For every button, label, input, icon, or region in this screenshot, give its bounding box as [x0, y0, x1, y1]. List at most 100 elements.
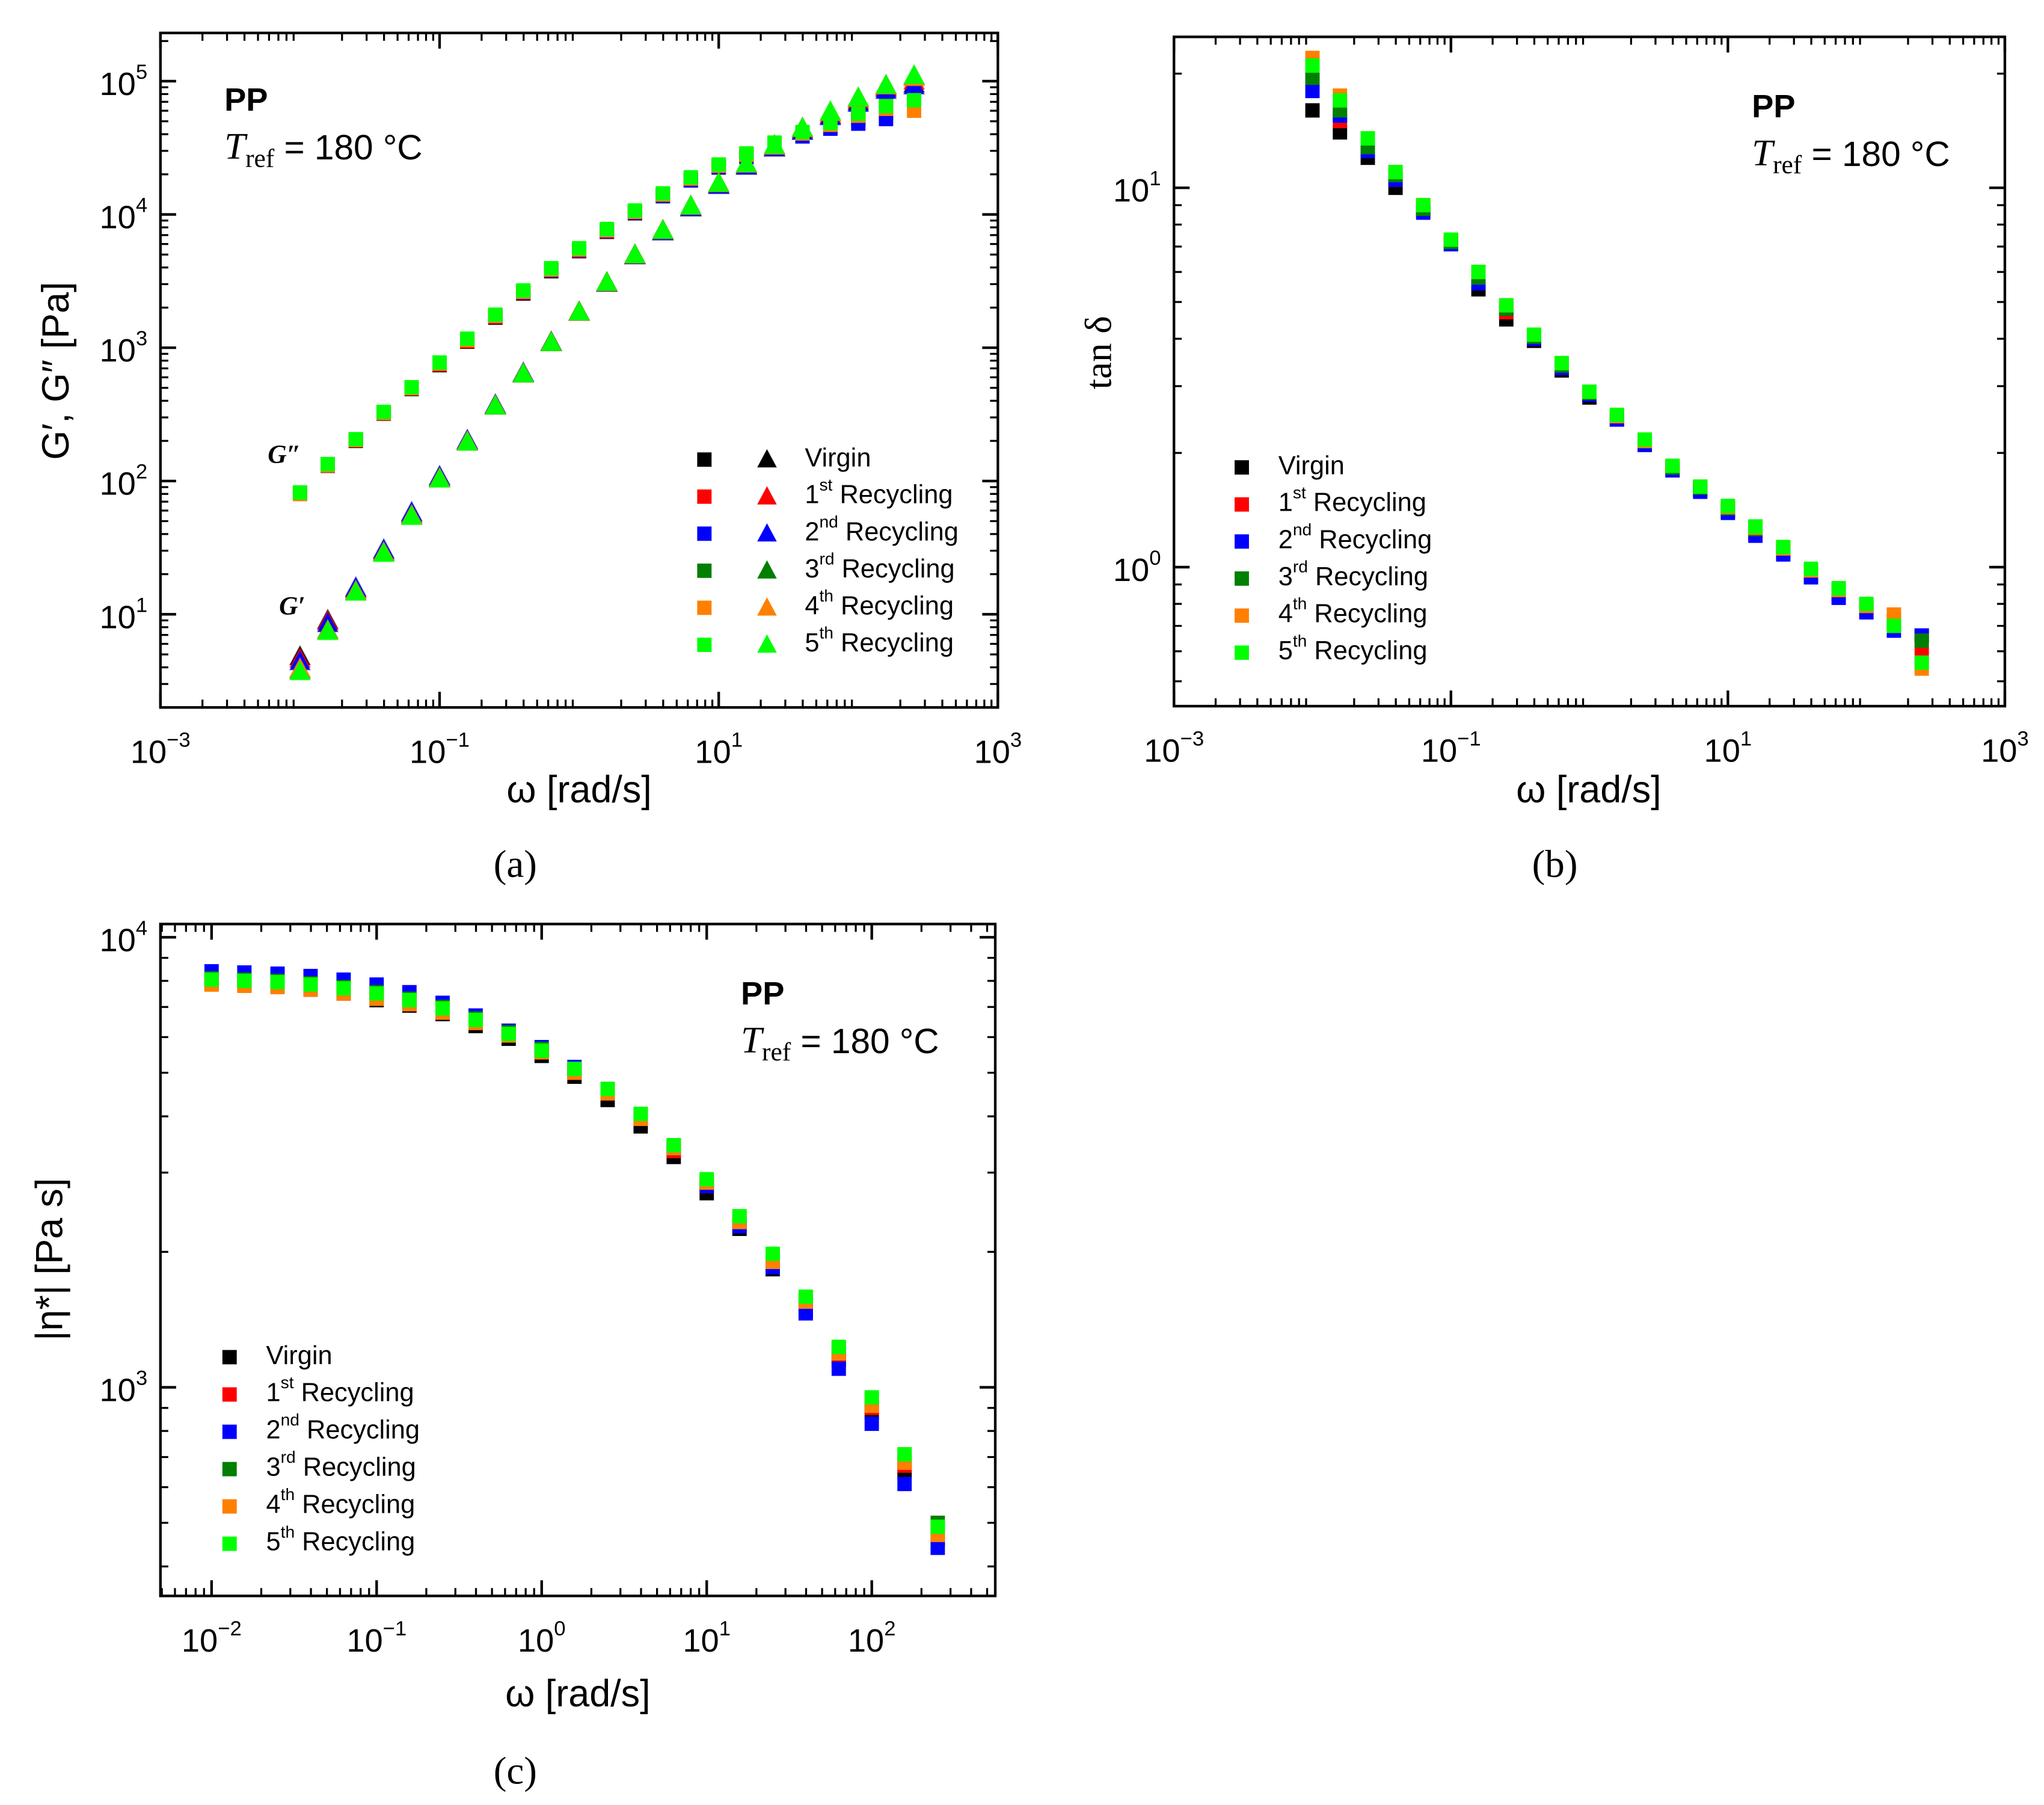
legend-swatch: [222, 1462, 237, 1477]
legend-swatch: [697, 452, 712, 467]
legend-swatch: [1235, 571, 1249, 586]
data-point: [501, 1026, 516, 1041]
legend-swatch: [222, 1536, 237, 1551]
tref-label: Tref = 180 °C: [1752, 132, 1950, 179]
tref-symbol: T: [1752, 132, 1775, 174]
data-point: [460, 331, 475, 346]
data-point: [568, 300, 591, 321]
data-point: [851, 106, 866, 121]
tick-label: 101: [1113, 167, 1161, 209]
legend-label: 5th Recycling: [266, 1522, 415, 1557]
data-point: [666, 1138, 681, 1153]
legend-label: 3rd Recycling: [266, 1448, 416, 1482]
data-point: [1333, 93, 1348, 108]
data-point: [831, 1361, 846, 1376]
tick-label: 100: [1113, 547, 1161, 588]
legend-label: 4th Recycling: [266, 1485, 415, 1519]
curve-label: G′: [279, 591, 305, 620]
legend-label: 1st Recycling: [266, 1373, 414, 1407]
data-point: [763, 133, 786, 154]
data-point: [345, 580, 367, 601]
legend-swatch: [757, 486, 777, 505]
data-point: [819, 100, 841, 120]
data-point: [1526, 327, 1541, 342]
tick-exponent: 3: [136, 1367, 147, 1390]
legend-label: 4th Recycling: [805, 586, 954, 621]
tick-label: 103: [100, 1367, 148, 1409]
tick-exponent: 3: [1010, 729, 1022, 752]
data-point: [435, 1001, 450, 1016]
data-point: [289, 660, 311, 681]
data-point: [711, 157, 726, 172]
data-point: [540, 331, 562, 351]
legend-swatch: [222, 1499, 237, 1514]
x-axis-label: ω [rad/s]: [505, 1673, 650, 1715]
legend-label: 3rd Recycling: [805, 549, 954, 583]
data-point: [798, 1289, 813, 1304]
legend-swatch: [697, 600, 712, 615]
tick-label: 103: [974, 729, 1022, 770]
data-point: [1305, 70, 1320, 85]
data-point: [847, 85, 870, 106]
tick-exponent: 4: [136, 917, 147, 939]
legend-swatch: [697, 526, 712, 541]
series: [289, 64, 925, 681]
data-point: [699, 1172, 714, 1187]
data-point: [930, 1540, 945, 1555]
legend-label: 4th Recycling: [1278, 594, 1428, 629]
data-point: [484, 394, 506, 415]
data-point: [1886, 607, 1901, 622]
tick-exponent: −1: [1457, 728, 1481, 751]
data-point: [1720, 499, 1736, 514]
tick-label: 10−1: [1421, 728, 1481, 769]
data-point: [516, 283, 531, 298]
tick-exponent: −2: [218, 1617, 242, 1640]
tick-exponent: −3: [167, 729, 191, 752]
data-point: [1886, 618, 1901, 633]
chart: ω [rad/s] tan δ (b) PP Tref = 180 °C Virgin1s…: [1077, 35, 2007, 886]
data-point: [791, 116, 814, 137]
legend-label: Virgin: [266, 1341, 332, 1370]
tref-subscript: ref: [762, 1038, 791, 1066]
data-point: [831, 1339, 846, 1355]
tref-label: Tref = 180 °C: [224, 125, 423, 173]
data-point: [875, 73, 897, 94]
legend-swatch: [1235, 608, 1249, 623]
data-point: [303, 977, 318, 992]
data-point: [1305, 58, 1320, 73]
tick-exponent: 1: [1149, 167, 1161, 190]
data-point: [292, 485, 307, 500]
chart: ω [rad/s] G′, G″ [Pa] (a) PP Tref = 180 °C G″…: [35, 31, 999, 886]
x-axis-label: ω [rad/s]: [1516, 769, 1661, 811]
data-point: [237, 973, 252, 988]
data-point: [321, 457, 335, 472]
plot-frame: [159, 31, 999, 709]
data-point: [512, 362, 535, 383]
tick-label: 102: [100, 461, 148, 502]
data-point: [1471, 265, 1486, 280]
data-point: [798, 1306, 813, 1321]
data-point: [376, 404, 391, 419]
tick-label: 103: [1981, 728, 2029, 769]
data-point: [680, 194, 702, 215]
data-point: [735, 152, 758, 173]
data-point: [655, 186, 671, 201]
legend-swatch: [697, 489, 712, 504]
data-point: [765, 1246, 780, 1261]
data-point: [1665, 458, 1680, 473]
legend-label: 1st Recycling: [1278, 483, 1426, 517]
data-point: [1914, 655, 1929, 670]
plot-frame: [1173, 35, 2007, 708]
tick-label: 101: [1704, 728, 1752, 769]
data-point: [903, 64, 925, 84]
material-label: PP: [1752, 88, 1795, 125]
legend-swatch: [1235, 645, 1249, 660]
data-point: [897, 1447, 912, 1462]
data-point: [1499, 298, 1514, 313]
data-point: [534, 1043, 549, 1058]
data-point: [864, 1416, 879, 1431]
data-point: [1803, 561, 1818, 576]
legend-swatch: [1235, 460, 1249, 475]
data-point: [270, 974, 285, 989]
